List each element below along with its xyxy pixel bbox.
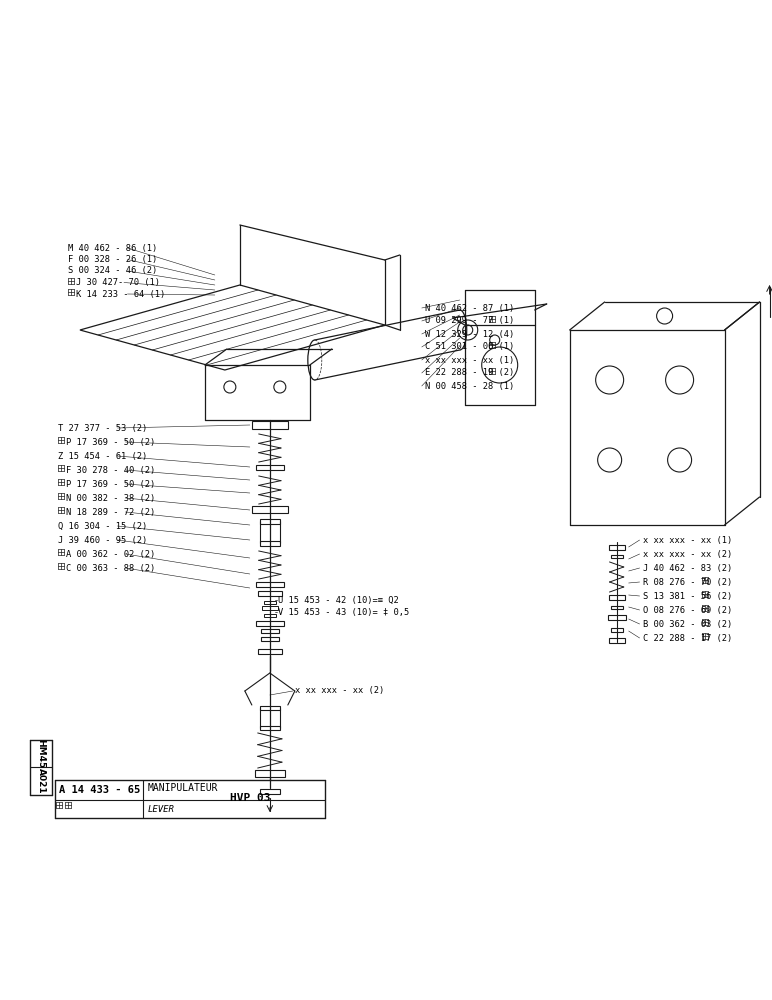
Text: N 18 289 - 72 (2): N 18 289 - 72 (2): [66, 508, 155, 516]
Text: T 27 377 - 53 (2): T 27 377 - 53 (2): [58, 424, 147, 432]
Text: HM45: HM45: [36, 739, 46, 768]
Bar: [611, 628, 623, 632]
Text: J 40 462 - 83 (2): J 40 462 - 83 (2): [642, 564, 732, 572]
Bar: [608, 614, 625, 619]
Bar: [260, 518, 279, 524]
Bar: [608, 544, 625, 550]
Bar: [258, 648, 282, 654]
Bar: [264, 600, 276, 603]
Text: A 14 433 - 65: A 14 433 - 65: [59, 785, 141, 795]
Text: P 17 369 - 50 (2): P 17 369 - 50 (2): [66, 480, 155, 488]
Bar: [260, 788, 279, 794]
Bar: [258, 590, 282, 595]
Text: U 15 453 - 42 (10)=≡ Q2: U 15 453 - 42 (10)=≡ Q2: [278, 595, 398, 604]
Text: B 00 362 - 03 (2): B 00 362 - 03 (2): [642, 619, 732, 629]
Text: x xx xxx - xx (1): x xx xxx - xx (1): [642, 536, 732, 544]
Bar: [611, 554, 623, 558]
Text: S 13 381 - 56 (2): S 13 381 - 56 (2): [642, 591, 732, 600]
Bar: [260, 706, 279, 710]
Text: Q 16 304 - 15 (2): Q 16 304 - 15 (2): [58, 522, 147, 530]
Text: N 40 462 - 87 (1): N 40 462 - 87 (1): [425, 304, 514, 312]
Bar: [252, 506, 288, 512]
Bar: [260, 540, 279, 546]
Bar: [608, 638, 625, 643]
Text: C 00 363 - 88 (2): C 00 363 - 88 (2): [66, 564, 155, 572]
Bar: [608, 594, 625, 599]
Bar: [255, 770, 285, 776]
Text: x xx xxx - xx (1): x xx xxx - xx (1): [425, 356, 514, 364]
Text: S 00 324 - 46 (2): S 00 324 - 46 (2): [68, 266, 157, 275]
Text: F 00 328 - 26 (1): F 00 328 - 26 (1): [68, 255, 157, 264]
Text: A 00 362 - 02 (2): A 00 362 - 02 (2): [66, 550, 155, 558]
Text: J 39 460 - 95 (2): J 39 460 - 95 (2): [58, 536, 147, 544]
Text: V 15 453 - 43 (10)= ‡ 0,5: V 15 453 - 43 (10)= ‡ 0,5: [278, 607, 409, 616]
Text: LEVER: LEVER: [148, 804, 174, 814]
Bar: [256, 464, 284, 470]
Text: A021: A021: [36, 768, 46, 794]
Text: Z 15 454 - 61 (2): Z 15 454 - 61 (2): [58, 452, 147, 460]
Bar: [260, 726, 279, 730]
Text: O 08 276 - 69 (2): O 08 276 - 69 (2): [642, 605, 732, 614]
Text: C 51 301 - 06 (1): C 51 301 - 06 (1): [425, 342, 514, 352]
Bar: [252, 421, 288, 429]
Text: W 12 329 - 12 (4): W 12 329 - 12 (4): [425, 330, 514, 338]
Text: N 00 382 - 38 (2): N 00 382 - 38 (2): [66, 493, 155, 502]
Text: N 00 458 - 28 (1): N 00 458 - 28 (1): [425, 381, 514, 390]
Bar: [264, 613, 276, 616]
Text: x xx xxx - xx (2): x xx xxx - xx (2): [295, 686, 384, 696]
Bar: [262, 606, 278, 610]
Text: HVP 03: HVP 03: [230, 793, 270, 803]
Text: R 08 276 - 70 (2): R 08 276 - 70 (2): [642, 578, 732, 586]
Text: x xx xxx - xx (2): x xx xxx - xx (2): [642, 550, 732, 558]
Text: P 17 369 - 50 (2): P 17 369 - 50 (2): [66, 438, 155, 446]
Bar: [256, 620, 284, 626]
Text: M 40 462 - 86 (1): M 40 462 - 86 (1): [68, 243, 157, 252]
Bar: [611, 605, 623, 608]
Bar: [261, 629, 279, 633]
Text: J 30 427- 70 (1): J 30 427- 70 (1): [76, 278, 160, 287]
Text: F 30 278 - 40 (2): F 30 278 - 40 (2): [66, 466, 155, 475]
Text: C 22 288 - 17 (2): C 22 288 - 17 (2): [642, 634, 732, 643]
Text: E 22 288 - 19 (2): E 22 288 - 19 (2): [425, 368, 514, 377]
Text: U 09 299 - 77 (1): U 09 299 - 77 (1): [425, 316, 514, 326]
Text: MANIPULATEUR: MANIPULATEUR: [148, 783, 218, 793]
Bar: [256, 582, 284, 586]
Bar: [261, 637, 279, 641]
Text: K 14 233 - 64 (1): K 14 233 - 64 (1): [76, 290, 165, 298]
